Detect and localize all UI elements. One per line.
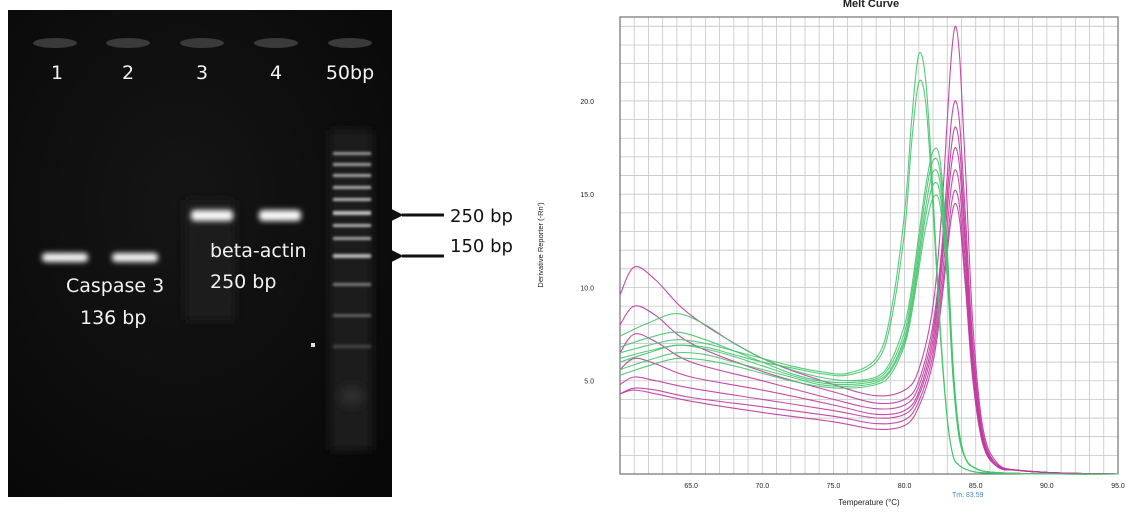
- melt-curve-green-4: [619, 157, 1119, 475]
- melt-curve-magenta-3: [619, 126, 1119, 475]
- well-1: [33, 38, 77, 48]
- x-tick-label: 95.0: [1111, 483, 1125, 490]
- chart-title: Melt Curve: [843, 0, 899, 10]
- band-lane-1: [42, 253, 88, 262]
- melt-curve-magenta-4: [619, 146, 1119, 475]
- y-tick-label: 15.0: [580, 192, 594, 199]
- ladder-band: [333, 211, 371, 215]
- chart-grid: [619, 17, 1119, 474]
- lane-label-1: 1: [51, 62, 63, 84]
- gel-image-panel: 1 2 3 4 50bp Caspase 3 136 bp beta-actin…: [0, 0, 392, 511]
- size-markers: 250 bp 150 bp: [388, 206, 513, 264]
- marker-label-250bp: 250 bp: [450, 206, 513, 227]
- ladder-bands: [333, 152, 371, 348]
- well-4: [254, 38, 298, 48]
- lane-label-3: 3: [196, 62, 208, 84]
- ladder-band: [333, 174, 371, 177]
- ladder-band: [333, 163, 371, 166]
- melt-curve-green-2: [619, 79, 1119, 475]
- tm-annotation: Tm: 83.59: [952, 492, 984, 499]
- well-5: [328, 38, 372, 48]
- plot-frame: [619, 16, 1119, 475]
- ladder-band: [333, 152, 371, 155]
- gel-bands: [42, 210, 301, 262]
- melt-curve-chart-panel: Melt Curve 65.0 70.0 75.0 80.0 85.0 90.0 95.0 …: [532, 0, 1128, 511]
- melt-curve-chart: Melt Curve 65.0 70.0 75.0 80.0 85.0 90.0 95.0 …: [536, 0, 1125, 507]
- melt-curve-magenta-6: [619, 189, 1119, 475]
- ladder-band: [333, 254, 371, 258]
- lane-labels: 1 2 3 4 50bp: [51, 62, 374, 84]
- y-tick-labels: 5.0 10.0 15.0 20.0: [580, 99, 594, 386]
- y-axis-label: Derivative Reporter (-Rn'): [536, 202, 545, 288]
- gel-artifact: [311, 343, 315, 347]
- melt-curve-magenta-7: [619, 202, 1119, 475]
- size-marker-panel: 250 bp 150 bp: [388, 0, 532, 511]
- ladder-band: [333, 314, 371, 317]
- caspase-label-line1: Caspase 3: [66, 275, 164, 297]
- melt-curve-green-3: [619, 147, 1119, 475]
- x-tick-label: 75.0: [827, 483, 841, 490]
- y-tick-label: 10.0: [580, 285, 594, 292]
- melt-curve-green-7: [619, 194, 1119, 475]
- marker-label-150bp: 150 bp: [450, 236, 513, 257]
- ladder-band: [333, 237, 371, 240]
- caspase-label-line2: 136 bp: [80, 307, 146, 329]
- x-tick-label: 65.0: [684, 483, 698, 490]
- x-tick-label: 85.0: [969, 483, 983, 490]
- actin-label-line1: beta-actin: [210, 240, 307, 262]
- ladder-band: [333, 345, 371, 348]
- band-lane-3: [191, 210, 233, 221]
- ladder-band: [333, 283, 371, 286]
- melt-curve-green-1: [619, 52, 1119, 475]
- x-tick-labels: 65.0 70.0 75.0 80.0 85.0 90.0 95.0: [684, 483, 1125, 490]
- x-tick-label: 90.0: [1040, 483, 1054, 490]
- well-3: [180, 38, 224, 48]
- x-tick-label: 70.0: [755, 483, 769, 490]
- lane-label-4: 4: [270, 62, 282, 84]
- x-tick-label: 80.0: [898, 483, 912, 490]
- actin-label-line2: 250 bp: [210, 271, 276, 293]
- ladder-band: [333, 186, 371, 189]
- gel-image: 1 2 3 4 50bp Caspase 3 136 bp beta-actin…: [8, 10, 392, 497]
- ladder-band: [333, 198, 371, 201]
- ladder-glow: [340, 386, 364, 406]
- chart-curves: [619, 25, 1119, 475]
- lane-label-ladder: 50bp: [326, 62, 374, 84]
- band-lane-4: [259, 210, 301, 221]
- y-tick-label: 20.0: [580, 99, 594, 106]
- band-lane-2: [112, 253, 158, 262]
- well-2: [106, 38, 150, 48]
- melt-curve-green-6: [619, 181, 1119, 475]
- x-axis-label: Temperature (°C): [838, 498, 900, 507]
- gel-wells: [33, 38, 372, 48]
- y-tick-label: 5.0: [584, 379, 594, 386]
- lane-label-2: 2: [122, 62, 134, 84]
- ladder-band: [333, 224, 371, 227]
